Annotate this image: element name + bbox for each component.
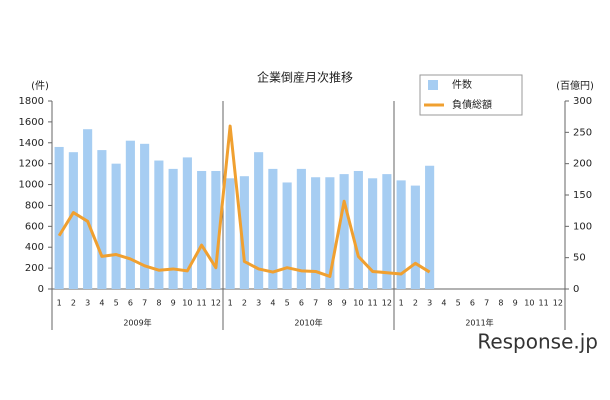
x-tick-label: 1 xyxy=(399,299,404,308)
watermark: Response.jp xyxy=(477,330,598,354)
x-tick-label: 5 xyxy=(114,299,119,308)
group-label: 2010年 xyxy=(294,318,322,328)
x-tick-label: 3 xyxy=(85,299,90,308)
bar xyxy=(54,146,64,289)
x-tick-label: 2 xyxy=(71,299,76,308)
bar xyxy=(425,165,435,289)
bar xyxy=(396,180,406,289)
x-tick-label: 6 xyxy=(470,299,475,308)
group-label: 2009年 xyxy=(123,318,151,328)
y-tick-label: 1400 xyxy=(19,138,44,149)
x-tick-label: 8 xyxy=(498,299,503,308)
bar xyxy=(254,152,264,289)
y2-tick-label: 0 xyxy=(573,284,579,295)
bar xyxy=(68,152,78,289)
legend-label: 負債総額 xyxy=(452,98,492,111)
y-tick-label: 200 xyxy=(25,263,44,274)
x-tick-label: 11 xyxy=(368,299,378,308)
x-tick-label: 3 xyxy=(256,299,261,308)
y-tick-label: 1200 xyxy=(19,159,44,170)
y-tick-label: 1000 xyxy=(19,180,44,191)
x-tick-label: 10 xyxy=(353,299,363,308)
x-tick-label: 9 xyxy=(171,299,176,308)
x-tick-label: 7 xyxy=(142,299,147,308)
x-tick-label: 7 xyxy=(313,299,318,308)
bar xyxy=(154,160,164,289)
bar xyxy=(382,174,392,289)
bar xyxy=(211,170,221,289)
bar xyxy=(353,170,363,289)
bar xyxy=(339,174,349,289)
legend-swatch xyxy=(428,80,438,90)
x-tick-label: 3 xyxy=(427,299,432,308)
x-tick-label: 4 xyxy=(270,299,275,308)
x-tick-label: 9 xyxy=(342,299,347,308)
y-tick-label: 1600 xyxy=(19,117,44,128)
bar xyxy=(239,176,249,289)
y2-tick-label: 250 xyxy=(573,127,592,138)
bar xyxy=(282,182,292,289)
bar xyxy=(83,129,93,289)
bar xyxy=(140,143,150,289)
group-label: 2011年 xyxy=(465,318,493,328)
y2-tick-label: 300 xyxy=(573,96,592,107)
bar xyxy=(296,168,306,289)
bar xyxy=(268,168,278,289)
x-tick-label: 12 xyxy=(382,299,392,308)
bar xyxy=(410,185,420,289)
x-tick-label: 6 xyxy=(299,299,304,308)
x-tick-label: 5 xyxy=(456,299,461,308)
x-tick-label: 1 xyxy=(57,299,62,308)
x-tick-label: 11 xyxy=(197,299,207,308)
x-tick-label: 8 xyxy=(156,299,161,308)
bar xyxy=(97,150,107,289)
y2-tick-label: 200 xyxy=(573,159,592,170)
x-tick-label: 12 xyxy=(211,299,221,308)
bar xyxy=(168,168,178,289)
x-tick-label: 6 xyxy=(128,299,133,308)
bar xyxy=(325,177,335,289)
bar xyxy=(368,178,378,289)
chart-title: 企業倒産月次推移 xyxy=(257,70,353,85)
x-tick-label: 10 xyxy=(524,299,534,308)
x-tick-label: 11 xyxy=(539,299,549,308)
x-tick-label: 8 xyxy=(327,299,332,308)
y-tick-label: 0 xyxy=(38,284,44,295)
x-tick-label: 4 xyxy=(441,299,446,308)
y-tick-label: 600 xyxy=(25,221,44,232)
x-tick-label: 12 xyxy=(553,299,563,308)
x-tick-label: 2 xyxy=(413,299,418,308)
y2-tick-label: 50 xyxy=(573,253,586,264)
y-tick-label: 800 xyxy=(25,200,44,211)
x-tick-label: 9 xyxy=(513,299,518,308)
bar xyxy=(125,140,135,289)
y-axis-label: (件) xyxy=(31,80,49,92)
bar xyxy=(197,170,207,289)
y-tick-label: 1800 xyxy=(19,96,44,107)
bar xyxy=(225,178,235,289)
y2-tick-label: 100 xyxy=(573,221,592,232)
x-tick-label: 4 xyxy=(99,299,104,308)
x-tick-label: 10 xyxy=(182,299,192,308)
line xyxy=(57,124,431,278)
y2-axis-label: (百億円) xyxy=(556,79,594,92)
x-tick-label: 2 xyxy=(242,299,247,308)
bar xyxy=(111,163,121,289)
y2-tick-label: 150 xyxy=(573,190,592,201)
x-tick-label: 5 xyxy=(285,299,290,308)
bar xyxy=(182,157,192,289)
legend-label: 件数 xyxy=(452,78,472,91)
bar xyxy=(311,177,321,289)
y-tick-label: 400 xyxy=(25,242,44,253)
x-tick-label: 1 xyxy=(228,299,233,308)
x-tick-label: 7 xyxy=(484,299,489,308)
